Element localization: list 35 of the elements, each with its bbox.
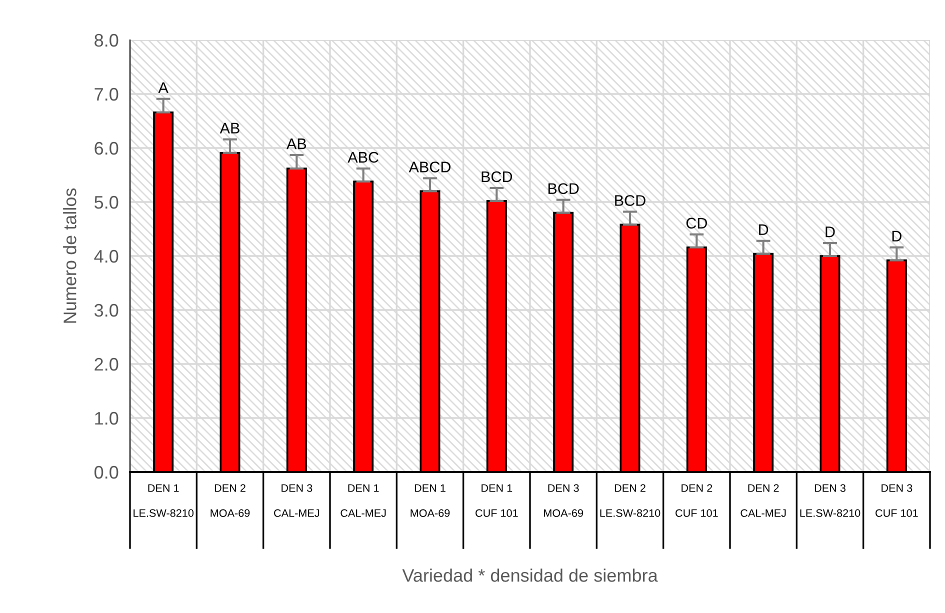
annotation: BCD [482, 171, 512, 182]
category-label: DEN 2 CAL-MEJ [740, 484, 786, 517]
category-label: DEN 1 CAL-MEJ [340, 484, 386, 517]
annotation: D [892, 230, 902, 242]
category-label: DEN 3 MOA-69 [544, 484, 583, 517]
annotation: AB [220, 122, 240, 134]
y-tick-label: 2.0 [94, 358, 118, 371]
annotation: D [759, 224, 768, 235]
category-label: DEN 2 CUF 101 [676, 484, 718, 517]
y-axis-title: Numero de tallos [63, 188, 76, 323]
category-label: DEN 3 CUF 101 [876, 484, 918, 517]
category-label: DEN 1 LE.SW-8210 [134, 484, 194, 517]
y-tick-label: 6.0 [94, 142, 118, 155]
annotation: ABC [348, 152, 378, 163]
category-label: DEN 1 MOA-69 [410, 484, 450, 517]
annotation: ABCD [408, 162, 450, 172]
y-tick-label: 0.0 [94, 466, 118, 479]
x-axis-title: Variedad * densidad de siembra [402, 568, 658, 582]
category-label: DEN 3 CAL-MEJ [274, 484, 320, 517]
category-label: DEN 3 LE.SW-8210 [800, 484, 860, 517]
category-label: DEN 1 CUF 101 [476, 484, 518, 517]
annotation: BCD [548, 183, 579, 194]
category-label: DEN 2 LE.SW-8210 [600, 484, 660, 517]
y-tick-label: 4.0 [94, 250, 118, 263]
y-tick-label: 7.0 [94, 88, 118, 101]
y-tick-label: 3.0 [94, 304, 118, 317]
category-label: DEN 2 MOA-69 [210, 484, 250, 517]
annotation: D [826, 226, 835, 238]
y-tick-label: 5.0 [94, 196, 118, 209]
y-tick-label: 1.0 [95, 412, 118, 425]
annotation: A [158, 82, 168, 93]
annotation: AB [286, 138, 306, 150]
annotation: BCD [615, 195, 646, 206]
annotation: CD [686, 218, 707, 229]
y-tick-label: 8.0 [94, 34, 118, 47]
